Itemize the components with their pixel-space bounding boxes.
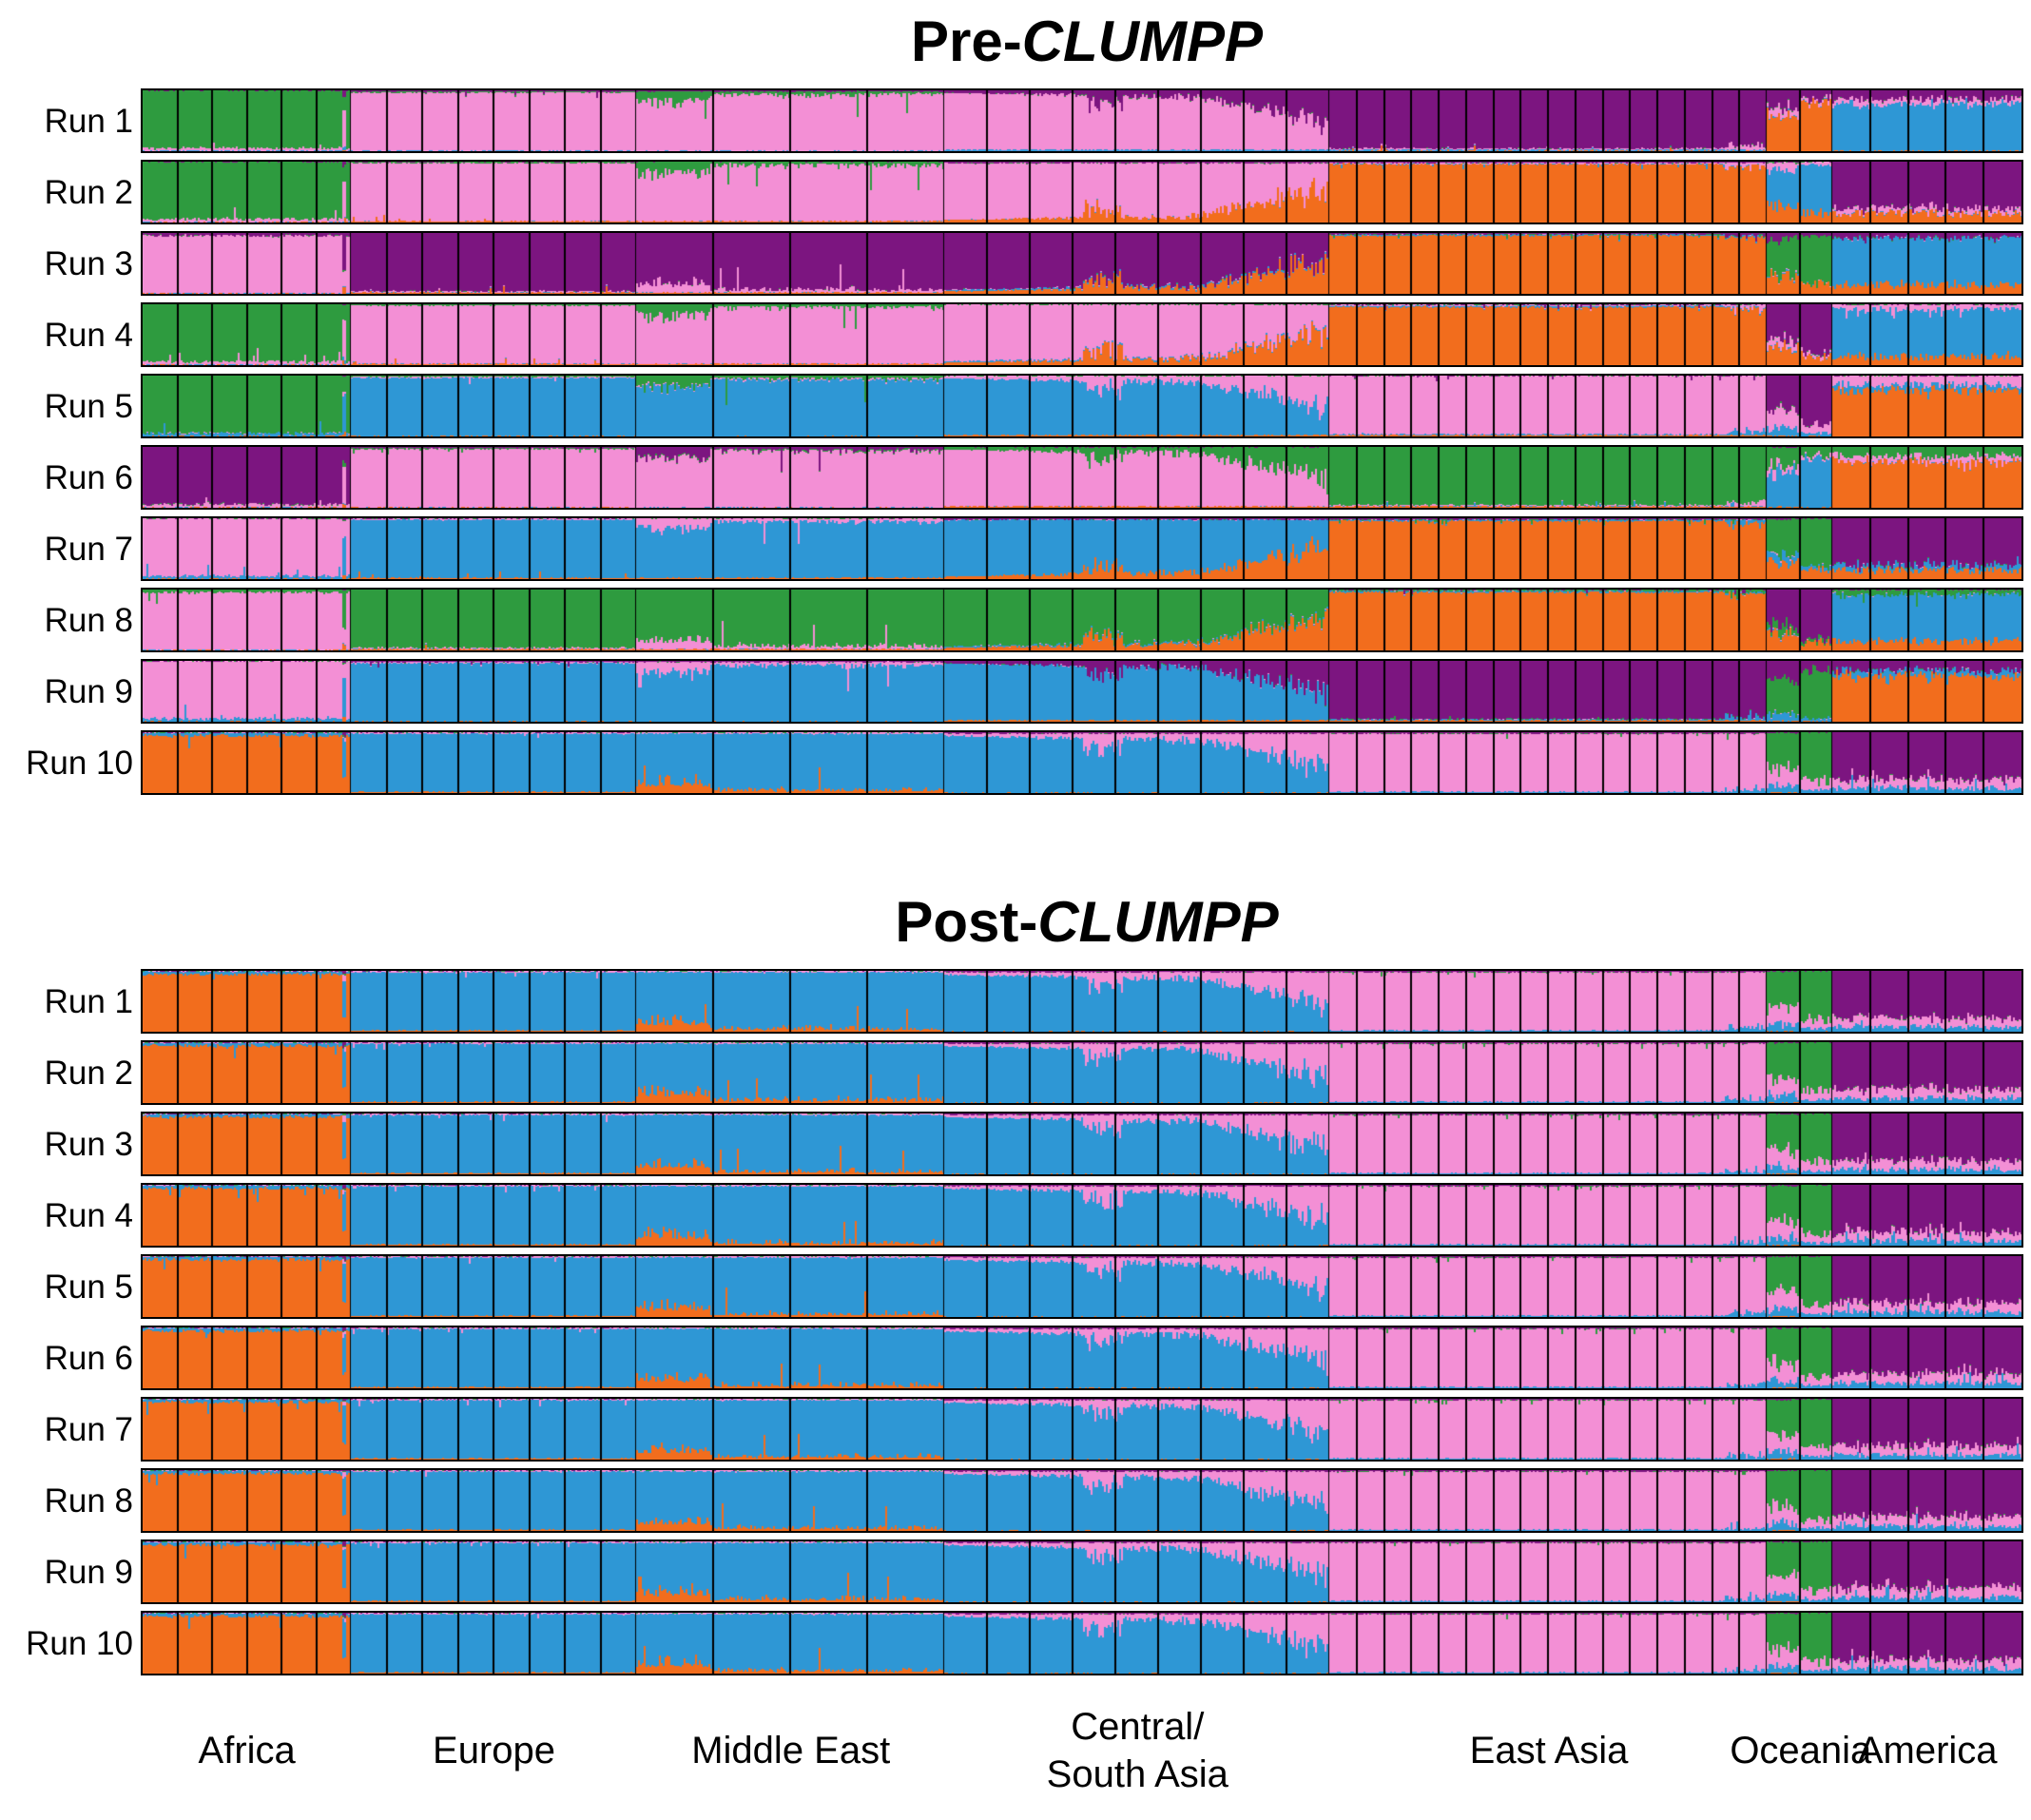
run-row-pre-7: Run 7 [0, 516, 2031, 582]
run-row-pre-5: Run 5 [0, 374, 2031, 439]
region-label-middle_east: Middle East [691, 1730, 891, 1772]
admixture-strip [141, 516, 2023, 582]
region-axis: Africa Europe Middle East Central/South Asi… [0, 1689, 2031, 1812]
run-row-post-9: Run 9 [0, 1539, 2031, 1605]
admixture-strip [141, 1040, 2023, 1106]
pre-clumpp-title: Pre-CLUMPP [0, 10, 2031, 73]
run-label: Run 8 [44, 601, 133, 639]
admixture-strip [141, 1326, 2023, 1391]
run-label: Run 5 [44, 1268, 133, 1306]
run-row-post-8: Run 8 [0, 1468, 2031, 1534]
run-label: Run 7 [44, 1410, 133, 1448]
admixture-strip [141, 160, 2023, 225]
run-row-pre-6: Run 6 [0, 445, 2031, 511]
run-label: Run 1 [44, 982, 133, 1020]
run-label: Run 2 [44, 1054, 133, 1092]
admixture-strip [141, 1539, 2023, 1605]
run-row-post-1: Run 1 [0, 969, 2031, 1035]
run-label: Run 3 [44, 1125, 133, 1163]
region-label-africa: Africa [198, 1730, 296, 1772]
run-label: Run 10 [26, 744, 133, 782]
run-label: Run 4 [44, 1196, 133, 1234]
post-clumpp-title: Post-CLUMPP [0, 890, 2031, 954]
run-row-post-7: Run 7 [0, 1397, 2031, 1462]
admixture-strip [141, 1254, 2023, 1320]
post-clumpp-title-italic: CLUMPP [1037, 890, 1279, 955]
pre-clumpp-title-italic: CLUMPP [1021, 10, 1264, 73]
run-label: Run 6 [44, 1339, 133, 1377]
region-label-america: America [1857, 1730, 1998, 1772]
run-label: Run 9 [44, 672, 133, 710]
admixture-strip [141, 969, 2023, 1035]
admixture-strip [141, 302, 2023, 368]
region-label-europe: Europe [433, 1730, 555, 1772]
run-row-pre-2: Run 2 [0, 160, 2031, 225]
post-clumpp-title-prefix: Post- [895, 890, 1038, 955]
run-row-pre-1: Run 1 [0, 88, 2031, 154]
post-clumpp-panel: Post-CLUMPP Run 1 Run 2 Run 3 Run 4 Run 5 Run… [0, 890, 2031, 1676]
run-row-post-5: Run 5 [0, 1254, 2031, 1320]
admixture-strip [141, 445, 2023, 511]
run-label: Run 10 [26, 1624, 133, 1662]
run-row-post-10: Run 10 [0, 1611, 2031, 1676]
admixture-strip [141, 1183, 2023, 1249]
run-row-pre-8: Run 8 [0, 588, 2031, 653]
pre-clumpp-rows: Run 1 Run 2 Run 3 Run 4 Run 5 Run 6 Run 7 Run 8… [0, 88, 2031, 796]
run-label: Run 2 [44, 173, 133, 211]
admixture-strip [141, 1112, 2023, 1177]
run-row-pre-9: Run 9 [0, 659, 2031, 725]
admixture-strip [141, 374, 2023, 439]
admixture-strip [141, 730, 2023, 796]
run-label: Run 1 [44, 102, 133, 140]
admixture-strip [141, 588, 2023, 653]
admixture-strip [141, 1611, 2023, 1676]
run-row-pre-4: Run 4 [0, 302, 2031, 368]
admixture-strip [141, 1397, 2023, 1462]
run-row-pre-3: Run 3 [0, 231, 2031, 297]
run-label: Run 4 [44, 316, 133, 354]
region-label-csasia: Central/South Asia [1046, 1706, 1228, 1796]
post-clumpp-rows: Run 1 Run 2 Run 3 Run 4 Run 5 Run 6 Run 7 Run 8… [0, 969, 2031, 1676]
pre-clumpp-panel: Pre-CLUMPP Run 1 Run 2 Run 3 Run 4 Run 5 Run … [0, 10, 2031, 796]
admixture-strip [141, 659, 2023, 725]
run-row-post-6: Run 6 [0, 1326, 2031, 1391]
pre-clumpp-title-prefix: Pre- [910, 10, 1022, 73]
admixture-strip [141, 88, 2023, 154]
admixture-strip [141, 231, 2023, 297]
run-row-pre-10: Run 10 [0, 730, 2031, 796]
run-label: Run 7 [44, 530, 133, 568]
run-label: Run 8 [44, 1481, 133, 1520]
run-row-post-2: Run 2 [0, 1040, 2031, 1106]
run-label: Run 5 [44, 387, 133, 425]
run-label: Run 3 [44, 244, 133, 282]
region-label-east_asia: East Asia [1469, 1730, 1629, 1772]
run-label: Run 9 [44, 1553, 133, 1591]
run-row-post-4: Run 4 [0, 1183, 2031, 1249]
region-label-oceania: Oceania [1730, 1730, 1872, 1772]
run-label: Run 6 [44, 458, 133, 496]
run-row-post-3: Run 3 [0, 1112, 2031, 1177]
admixture-strip [141, 1468, 2023, 1534]
